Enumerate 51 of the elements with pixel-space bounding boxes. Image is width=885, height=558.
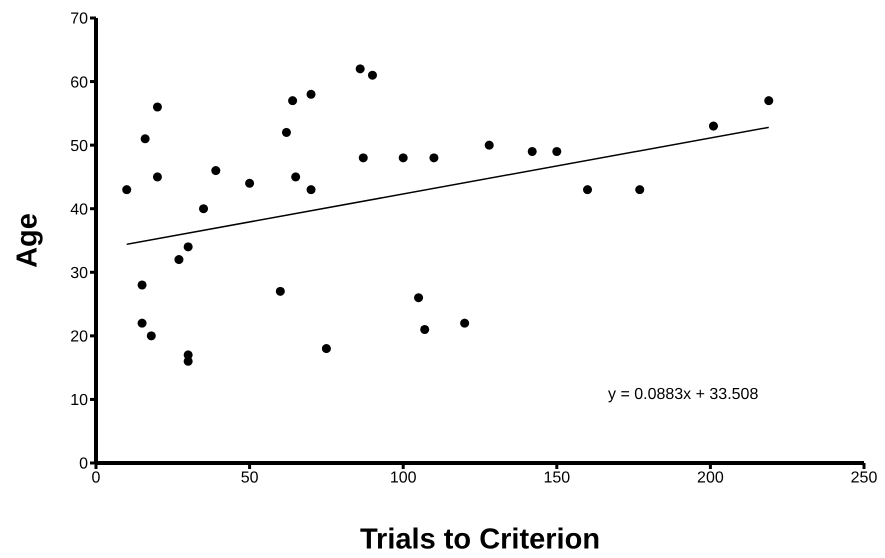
point [199, 204, 208, 214]
point [245, 178, 254, 188]
point [138, 318, 147, 328]
point [146, 331, 156, 340]
point [306, 185, 316, 194]
point [138, 280, 147, 290]
point [152, 102, 162, 112]
point [211, 166, 220, 176]
point [708, 122, 718, 131]
x-tick-label: 100 [390, 469, 417, 486]
point [429, 153, 438, 162]
x-axis-title: Trials to Criterion [360, 524, 600, 556]
y-tick-label: 50 [70, 138, 88, 155]
y-tick-label: 40 [70, 201, 88, 218]
x-tick-label: 250 [850, 469, 878, 486]
y-tick-label: 70 [70, 10, 88, 28]
point [282, 128, 291, 137]
point [460, 318, 470, 328]
point [322, 344, 331, 354]
point [276, 286, 285, 296]
y-axis-title: Age [11, 213, 44, 268]
point [552, 146, 562, 156]
point [414, 293, 424, 302]
point [152, 172, 162, 182]
y-tick-label: 20 [70, 328, 88, 346]
y-tick-label: 0 [79, 456, 88, 473]
y-tick-label: 30 [70, 264, 88, 282]
point [368, 70, 377, 80]
point [306, 90, 316, 99]
point [635, 185, 644, 194]
y-tick-label: 60 [70, 74, 88, 92]
point [583, 185, 592, 194]
point [764, 96, 774, 106]
x-tick-label: 150 [543, 469, 570, 486]
point [184, 242, 193, 252]
point [358, 153, 368, 162]
y-tick-label: 10 [70, 392, 88, 410]
annotation: y = 0.0883x + 33.508 [608, 386, 758, 404]
point [356, 64, 365, 74]
x-tick-label: 200 [697, 469, 724, 486]
point [174, 255, 184, 264]
x-tick-label: 0 [92, 469, 101, 486]
x-tick-label: 50 [240, 469, 259, 486]
point [140, 134, 150, 144]
point [398, 153, 408, 162]
point [288, 96, 298, 106]
point [122, 185, 132, 194]
point [484, 140, 494, 150]
point [420, 324, 430, 334]
point [291, 172, 300, 182]
point [528, 146, 537, 156]
